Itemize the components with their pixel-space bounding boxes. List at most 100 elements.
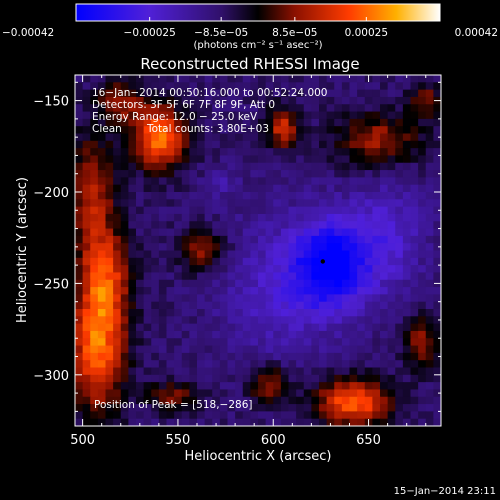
heatmap-cell bbox=[418, 360, 427, 369]
heatmap-cell bbox=[296, 338, 305, 347]
heatmap-cell bbox=[120, 228, 129, 237]
heatmap-cell bbox=[364, 396, 373, 405]
heatmap-cell bbox=[418, 323, 427, 332]
colorbar-tick-label: −0.00025 bbox=[124, 27, 176, 39]
heatmap-cell bbox=[364, 389, 373, 398]
heatmap-cell bbox=[143, 199, 152, 208]
heatmap-cell bbox=[136, 257, 145, 266]
heatmap-cell bbox=[75, 126, 84, 135]
heatmap-cell bbox=[219, 323, 229, 332]
heatmap-cell bbox=[227, 148, 236, 157]
heatmap-cell bbox=[265, 338, 274, 347]
heatmap-cell bbox=[334, 126, 343, 135]
heatmap-cell bbox=[357, 316, 366, 325]
heatmap-cell bbox=[296, 279, 305, 288]
heatmap-cell bbox=[174, 396, 183, 405]
heatmap-cell bbox=[280, 411, 290, 420]
heatmap-cell bbox=[334, 389, 343, 398]
heatmap-cell bbox=[334, 177, 343, 186]
heatmap-cell bbox=[334, 272, 343, 281]
heatmap-cell bbox=[410, 133, 419, 142]
heatmap-cell bbox=[189, 367, 198, 376]
heatmap-cell bbox=[364, 352, 373, 361]
heatmap-cell bbox=[82, 170, 91, 178]
heatmap-cell bbox=[387, 360, 396, 369]
heatmap-cell bbox=[418, 257, 427, 266]
heatmap-cell bbox=[219, 140, 229, 149]
heatmap-cell bbox=[166, 250, 175, 259]
heatmap-cell bbox=[387, 338, 396, 347]
heatmap-cell bbox=[97, 162, 107, 171]
heatmap-cell bbox=[311, 118, 320, 127]
heatmap-cell bbox=[288, 250, 297, 259]
heatmap-cell bbox=[75, 177, 84, 186]
heatmap-cell bbox=[212, 111, 221, 120]
heatmap-cell bbox=[197, 235, 206, 244]
heatmap-cell bbox=[113, 213, 122, 222]
heatmap-cell bbox=[319, 170, 328, 178]
heatmap-cell bbox=[364, 250, 373, 259]
heatmap-cell bbox=[425, 170, 434, 178]
heatmap-cell bbox=[242, 360, 251, 369]
heatmap-cell bbox=[97, 221, 107, 230]
heatmap-cell bbox=[258, 250, 267, 259]
heatmap-cell bbox=[319, 243, 328, 252]
heatmap-cell bbox=[402, 162, 412, 171]
heatmap-cell bbox=[97, 411, 107, 420]
heatmap-cell bbox=[425, 309, 434, 317]
heatmap-cell bbox=[341, 265, 351, 274]
heatmap-cell bbox=[425, 265, 434, 274]
heatmap-cell bbox=[418, 235, 427, 244]
heatmap-cell bbox=[204, 118, 213, 127]
heatmap-cell bbox=[364, 330, 373, 339]
heatmap-cell bbox=[341, 184, 351, 193]
heatmap-cell bbox=[288, 352, 297, 361]
heatmap-cell bbox=[311, 221, 320, 230]
heatmap-cell bbox=[319, 184, 328, 193]
heatmap-cell bbox=[82, 316, 91, 325]
heatmap-cell bbox=[433, 287, 441, 295]
heatmap-cell bbox=[265, 404, 274, 412]
heatmap-cell bbox=[242, 396, 251, 405]
heatmap-cell bbox=[402, 294, 412, 303]
heatmap-cell bbox=[280, 382, 290, 391]
heatmap-cell bbox=[189, 199, 198, 208]
heatmap-cell bbox=[143, 235, 152, 244]
heatmap-cell bbox=[75, 243, 84, 252]
heatmap-cell bbox=[349, 96, 358, 105]
colorbar-tick-label: 0.00025 bbox=[345, 27, 388, 39]
heatmap-cell bbox=[242, 338, 251, 347]
heatmap-cell bbox=[136, 221, 145, 230]
heatmap-cell bbox=[97, 111, 107, 120]
heatmap-cell bbox=[97, 330, 107, 339]
heatmap-cell bbox=[334, 352, 343, 361]
heatmap-cell bbox=[75, 206, 84, 215]
heatmap-cell bbox=[158, 206, 168, 215]
heatmap-cell bbox=[418, 96, 427, 105]
heatmap-cell bbox=[128, 192, 137, 200]
heatmap-cell bbox=[334, 118, 343, 127]
heatmap-cell bbox=[273, 396, 282, 405]
heatmap-cell bbox=[296, 192, 305, 200]
heatmap-cell bbox=[357, 382, 366, 391]
heatmap-cell bbox=[250, 235, 259, 244]
heatmap-cell bbox=[387, 374, 396, 383]
heatmap-cell bbox=[387, 75, 396, 83]
heatmap-cell bbox=[90, 82, 99, 91]
heatmap-cell bbox=[433, 148, 441, 157]
heatmap-cell bbox=[433, 213, 441, 222]
heatmap-cell bbox=[189, 162, 198, 171]
heatmap-cell bbox=[273, 243, 282, 252]
heatmap-cell bbox=[296, 148, 305, 157]
heatmap-cell bbox=[181, 360, 190, 369]
heatmap-cell bbox=[151, 360, 160, 369]
heatmap-cell bbox=[143, 140, 152, 149]
heatmap-cell bbox=[341, 301, 351, 310]
heatmap-cell bbox=[326, 133, 335, 142]
heatmap-cell bbox=[105, 104, 114, 113]
heatmap-cell bbox=[235, 367, 244, 376]
heatmap-cell bbox=[280, 404, 290, 412]
heatmap-cell bbox=[410, 323, 419, 332]
heatmap-cell bbox=[273, 221, 282, 230]
heatmap-cell bbox=[433, 382, 441, 391]
